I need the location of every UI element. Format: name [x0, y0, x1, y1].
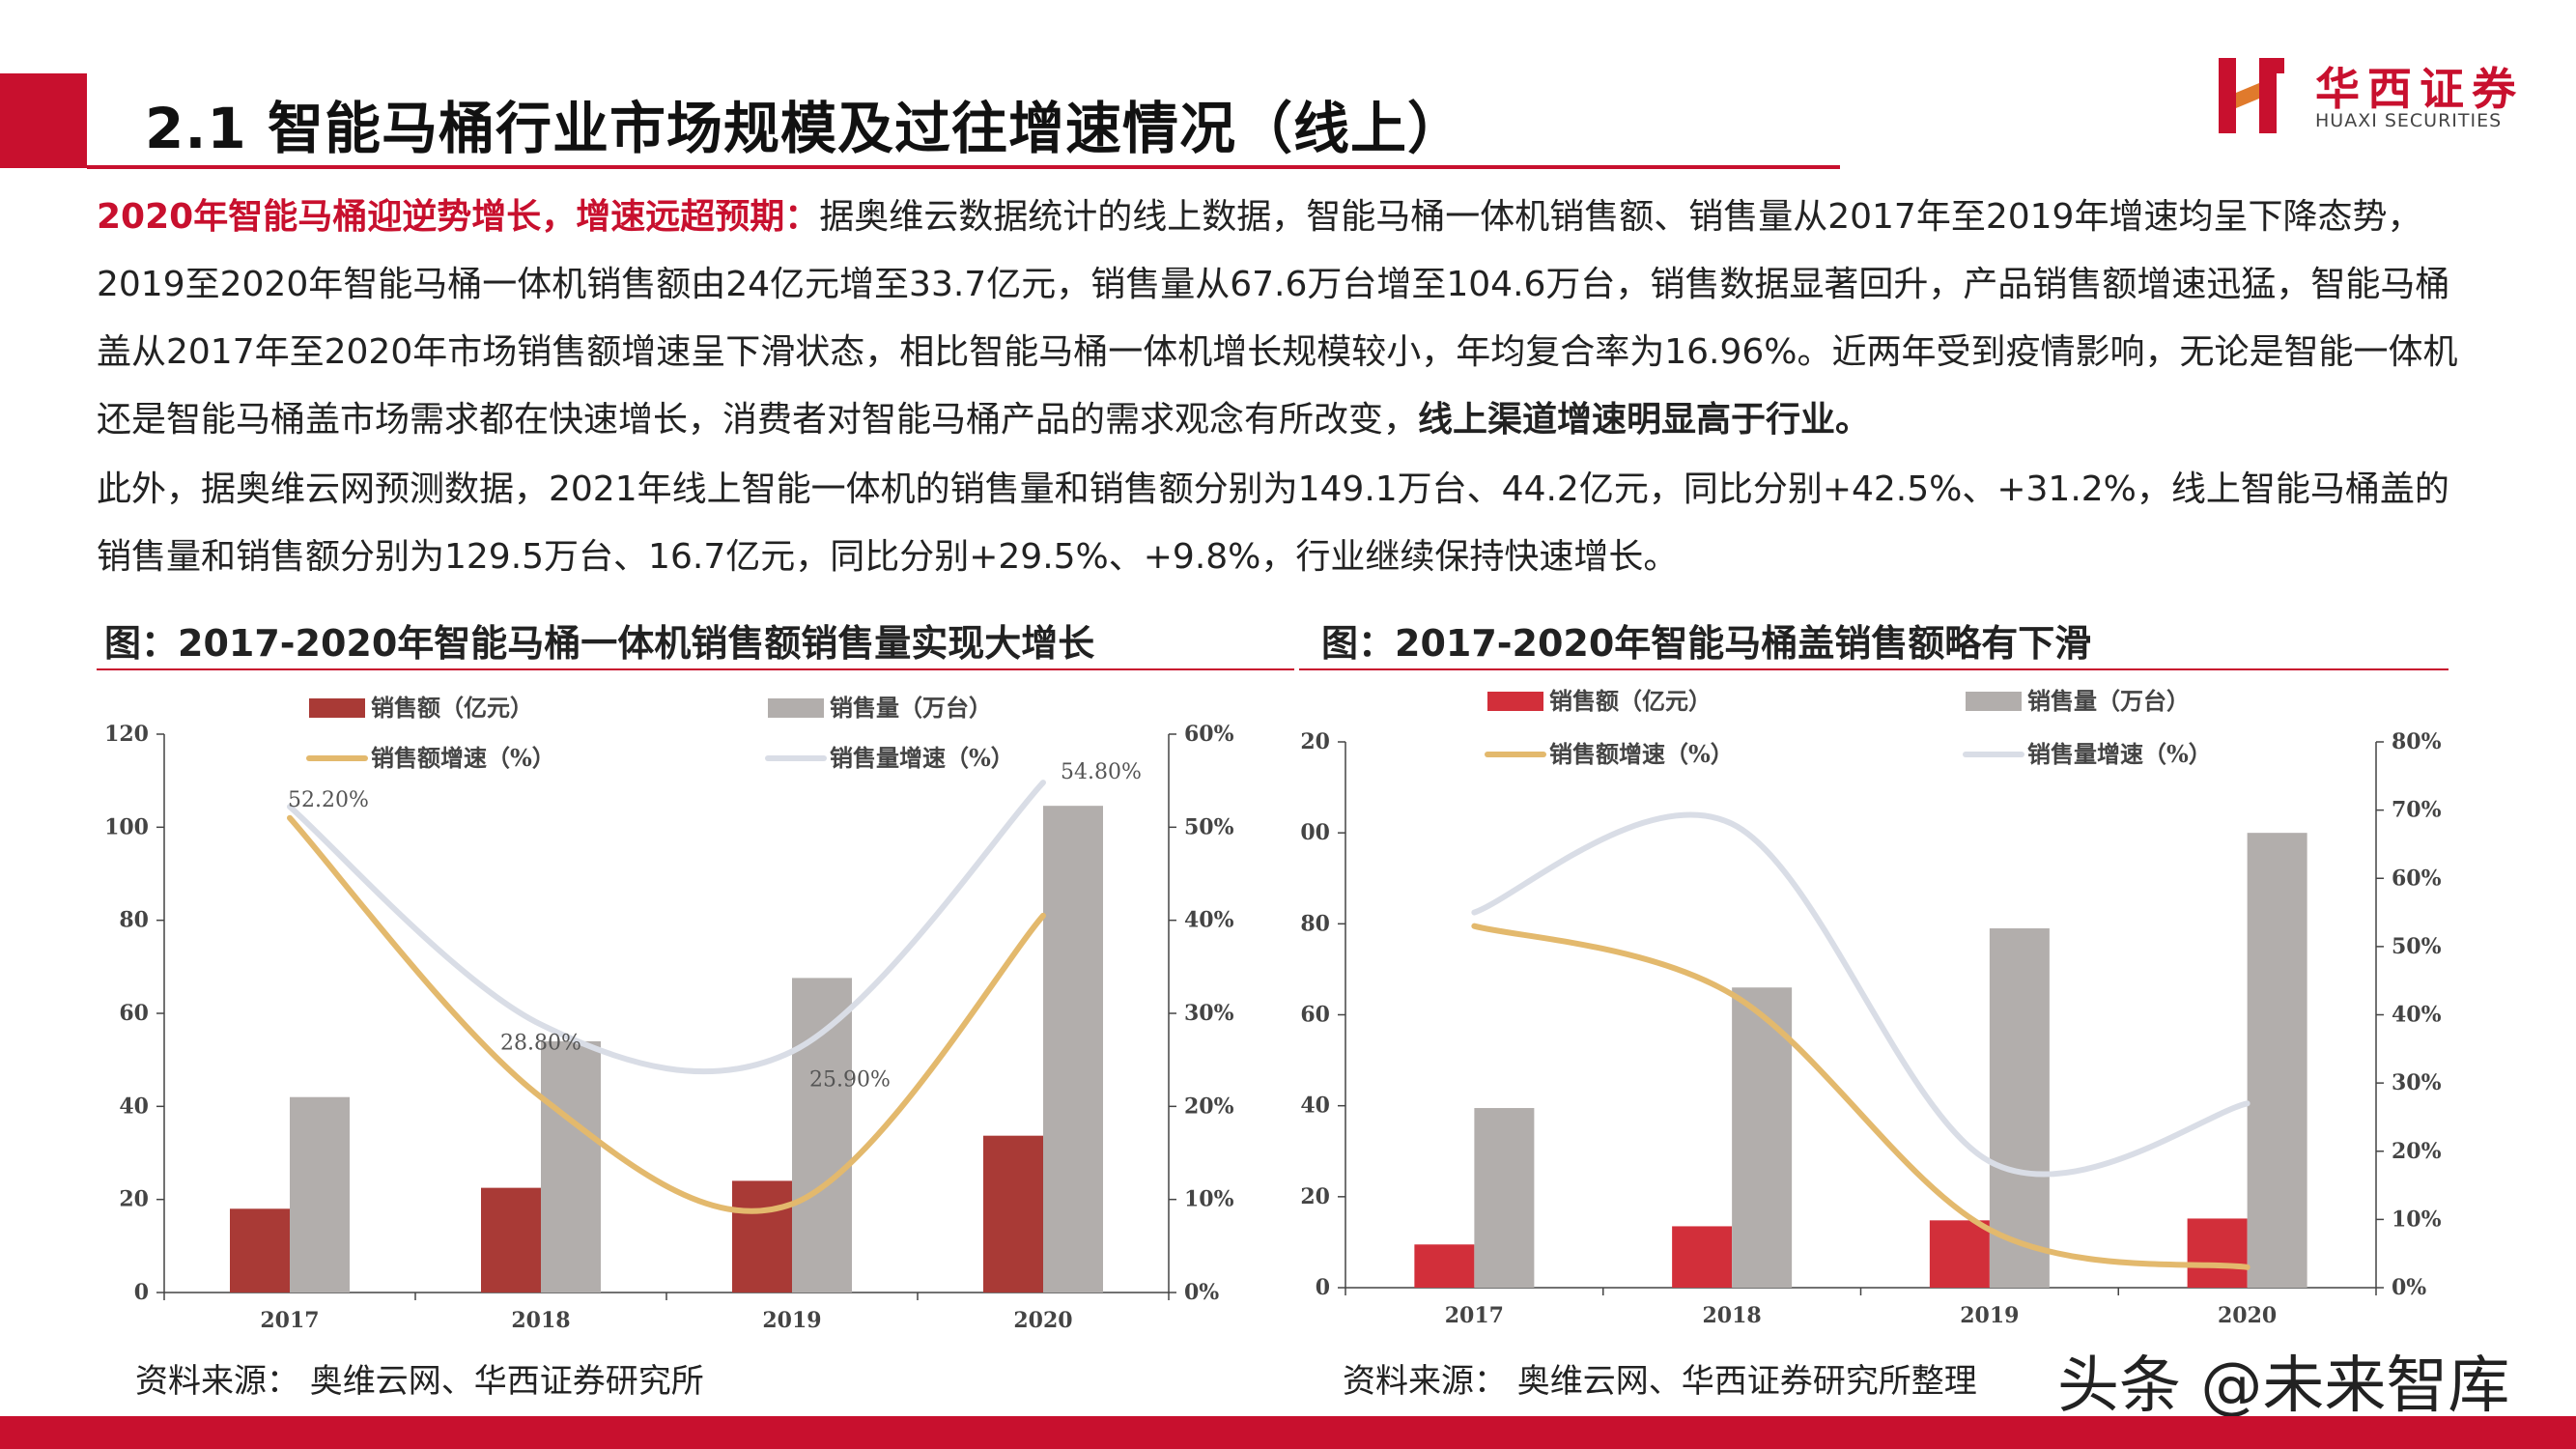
data-label: 25.90%	[809, 1067, 891, 1092]
y2-tick-label: 60%	[1184, 722, 1234, 747]
y-tick-label: 40	[1300, 1094, 1330, 1119]
bar-sales-volume	[541, 1040, 601, 1293]
y-tick-label: 0	[1316, 1275, 1330, 1300]
line-sales-volume-growth	[1471, 811, 2250, 1178]
y-tick-label: 100	[104, 814, 149, 839]
chart-2-divider	[1299, 668, 2449, 670]
y-tick-label: 40	[119, 1094, 149, 1119]
legend-swatch	[1487, 692, 1543, 711]
bar-sales-amount	[983, 1135, 1043, 1293]
bar-sales-amount	[1414, 1244, 1475, 1288]
y2-tick-label: 20%	[1184, 1094, 1234, 1119]
y2-tick-label: 20%	[2392, 1139, 2442, 1164]
line-sales-amount-growth	[1471, 923, 2250, 1270]
body-paragraph-2: 此外，据奥维云网预测数据，2021年线上智能一体机的销售量和销售额分别为149.…	[97, 469, 2449, 577]
legend-label: 销售量增速（%）	[2027, 740, 2212, 768]
y2-tick-label: 10%	[2392, 1207, 2442, 1232]
company-logo: 华西证券 HUAXI SECURITIES	[2217, 54, 2526, 137]
x-tick-label: 2020	[2218, 1303, 2277, 1328]
legend-label: 销售额（亿元）	[1549, 687, 1712, 715]
y2-tick-label: 60%	[2392, 866, 2442, 891]
y2-tick-label: 40%	[1184, 908, 1234, 933]
bar-sales-amount	[230, 1208, 290, 1293]
bar-sales-volume	[2247, 833, 2307, 1288]
bar-sales-amount	[1672, 1226, 1733, 1288]
x-tick-label: 2019	[1960, 1303, 2019, 1328]
y2-tick-label: 40%	[2392, 1003, 2442, 1028]
bar-sales-amount	[481, 1187, 541, 1293]
bar-sales-amount	[2187, 1218, 2248, 1288]
line-sales-volume-growth	[287, 780, 1046, 1075]
page-title: 2.1 智能马桶行业市场规模及过往增速情况（线上）	[145, 96, 1464, 161]
chart-1-svg: 0 20 40 60 80 100 120 0% 10% 20% 30% 40% 50% 60% 2017 2…	[104, 694, 1234, 1333]
y2-tick-label: 0%	[1184, 1280, 1219, 1305]
paragraph-1-bold: 线上渠道增速明显高于行业。	[1418, 400, 1871, 440]
footer-accent-bar	[0, 1416, 2576, 1449]
watermark: 头条 @未来智库	[2057, 1350, 2510, 1422]
huaxi-logo-icon	[2219, 58, 2284, 133]
y2-tick-label: 30%	[2392, 1070, 2442, 1095]
legend-label: 销售量（万台）	[830, 694, 992, 722]
paragraph-1-text: 据奥维云数据统计的线上数据，智能马桶一体机销售额、销售量从2017年至2019年…	[97, 197, 2458, 440]
bar-sales-volume	[290, 1096, 350, 1293]
y2-tick-label: 0%	[2392, 1275, 2426, 1300]
y-tick-label: 80	[1300, 911, 1330, 936]
data-label: 28.80%	[500, 1032, 581, 1056]
bar-sales-volume	[1732, 987, 1793, 1288]
y-tick-label: 100	[1299, 820, 1330, 845]
legend-swatch	[768, 698, 824, 718]
bar-sales-volume	[792, 978, 852, 1293]
legend-label: 销售额增速（%）	[371, 744, 555, 772]
chart-2-title: 图：2017-2020年智能马桶盖销售额略有下滑	[1321, 622, 2092, 665]
y2-tick-label: 80%	[2392, 729, 2442, 754]
y-tick-label: 60	[119, 1001, 149, 1026]
bar-sales-volume	[1043, 806, 1103, 1293]
legend-label: 销售额增速（%）	[1549, 740, 1734, 768]
y2-tick-label: 70%	[2392, 798, 2442, 823]
y2-tick-label: 50%	[1184, 814, 1234, 839]
y-tick-label: 80	[119, 908, 149, 933]
y-tick-label: 120	[1299, 729, 1330, 754]
legend-label: 销售量（万台）	[2027, 687, 2190, 715]
bar-sales-volume	[1474, 1108, 1535, 1288]
x-tick-label: 2020	[1013, 1308, 1072, 1333]
logo-english-name: HUAXI SECURITIES	[2315, 110, 2503, 131]
y-tick-label: 20	[1300, 1184, 1330, 1209]
y2-tick-label: 10%	[1184, 1187, 1234, 1212]
line-sales-amount-growth	[287, 814, 1046, 1214]
x-tick-label: 2018	[1703, 1303, 1762, 1328]
x-tick-label: 2017	[260, 1308, 319, 1333]
bar-sales-volume	[1989, 928, 2050, 1288]
y-tick-label: 0	[134, 1280, 149, 1305]
body-paragraph-1: 2020年智能马桶迎逆势增长，增速远超预期：据奥维云数据统计的线上数据，智能马桶…	[97, 184, 2482, 454]
legend-swatch	[309, 698, 365, 718]
legend-label: 销售量增速（%）	[830, 744, 1014, 772]
x-tick-label: 2018	[511, 1308, 570, 1333]
legend-label: 销售额（亿元）	[371, 694, 533, 722]
data-label: 54.80%	[1061, 760, 1142, 784]
chart-2-svg: 0 20 40 60 80 100 120 0% 10% 20% 30% 40% 50% 60% 70% 80…	[1299, 687, 2442, 1328]
lead-highlight: 2020年智能马桶迎逆势增长，增速远超预期：	[97, 197, 820, 237]
chart-2-source: 资料来源： 奥维云网、华西证券研究所整理	[1343, 1362, 1977, 1401]
data-label: 52.20%	[288, 788, 369, 812]
y-tick-label: 20	[119, 1187, 149, 1212]
x-tick-label: 2017	[1445, 1303, 1504, 1328]
legend-swatch	[1966, 692, 2022, 711]
y2-tick-label: 30%	[1184, 1001, 1234, 1026]
title-accent-bar	[0, 73, 87, 168]
bar-sales-amount	[732, 1180, 792, 1293]
y-tick-label: 60	[1300, 1003, 1330, 1028]
chart-1-source: 资料来源： 奥维云网、华西证券研究所	[135, 1362, 704, 1401]
y2-tick-label: 50%	[2392, 934, 2442, 959]
chart-1-title: 图：2017-2020年智能马桶一体机销售额销售量实现大增长	[104, 622, 1095, 665]
chart-1-divider	[97, 668, 1294, 670]
logo-chinese-name: 华西证券	[2315, 63, 2524, 115]
x-tick-label: 2019	[762, 1308, 821, 1333]
title-divider	[87, 165, 1840, 169]
bar-sales-amount	[1929, 1220, 1990, 1288]
y-tick-label: 120	[104, 722, 149, 747]
